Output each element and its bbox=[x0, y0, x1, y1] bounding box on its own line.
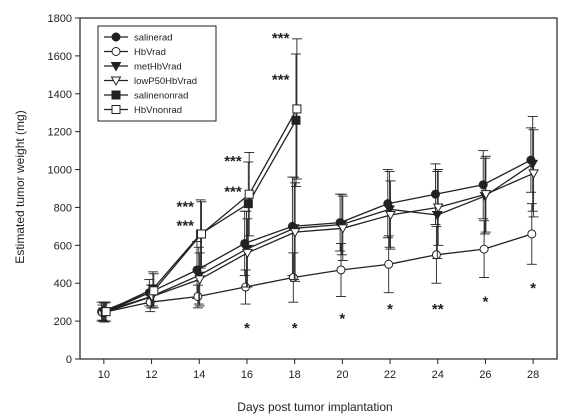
y-tick-label: 1800 bbox=[48, 13, 72, 25]
significance-marker: * bbox=[244, 320, 250, 337]
x-axis: 10 12 14 16 18 20 22 24 26 28 bbox=[98, 359, 539, 381]
data-point bbox=[527, 159, 539, 170]
significance-marker: *** bbox=[224, 183, 242, 200]
legend-marker bbox=[111, 32, 121, 42]
data-point bbox=[197, 229, 206, 239]
x-axis-label: Days post tumor implantation bbox=[237, 400, 392, 414]
y-tick-label: 400 bbox=[54, 278, 72, 290]
significance-annotations: ******************* *** ** ** bbox=[176, 30, 536, 337]
data-point bbox=[194, 275, 206, 285]
y-tick-label: 600 bbox=[54, 240, 72, 252]
data-point bbox=[193, 291, 203, 301]
significance-marker: * bbox=[292, 320, 298, 337]
y-tick-label: 1000 bbox=[48, 165, 72, 177]
series-layer bbox=[96, 38, 539, 323]
legend-entry: salinenonrad bbox=[104, 90, 188, 102]
legend-label: HbVrad bbox=[134, 47, 166, 58]
data-point bbox=[101, 307, 111, 317]
series-line bbox=[103, 163, 534, 313]
data-point bbox=[528, 169, 539, 179]
x-tick-label: 20 bbox=[336, 369, 348, 381]
legend-marker bbox=[111, 90, 121, 100]
data-point bbox=[384, 259, 394, 269]
significance-marker: *** bbox=[176, 217, 194, 234]
data-point bbox=[431, 211, 443, 221]
y-axis-label: Estimated tumor weight (mg) bbox=[13, 110, 27, 263]
legend: salinerad HbVrad metHbVrad lowP50HbVrad sali… bbox=[97, 25, 217, 122]
series-HbVnonrad bbox=[101, 38, 302, 322]
significance-marker: ** bbox=[432, 301, 444, 318]
data-point bbox=[292, 104, 302, 114]
series-metHbVrad bbox=[98, 116, 539, 322]
significance-marker: * bbox=[483, 293, 489, 310]
significance-marker: *** bbox=[176, 199, 194, 216]
y-tick-label: 0 bbox=[66, 354, 72, 366]
y-axis: 0 200 400 600 800 1000 1200 1400 1600 1800 bbox=[48, 13, 80, 366]
y-tick-label: 1200 bbox=[48, 127, 72, 139]
legend-marker bbox=[111, 105, 121, 114]
data-point bbox=[289, 228, 301, 238]
x-tick-label: 24 bbox=[432, 369, 444, 381]
significance-marker: * bbox=[339, 310, 345, 327]
series-line bbox=[102, 233, 532, 314]
plot-border bbox=[79, 17, 558, 360]
data-point bbox=[480, 190, 492, 200]
series-line bbox=[104, 172, 534, 314]
legend-label: HbVnonrad bbox=[134, 105, 182, 116]
data-point bbox=[337, 224, 349, 234]
data-point bbox=[431, 250, 441, 260]
significance-marker: * bbox=[387, 301, 393, 318]
legend-entry: HbVnonrad bbox=[104, 105, 182, 116]
data-point bbox=[244, 189, 254, 199]
x-tick-label: 22 bbox=[384, 369, 396, 381]
x-tick-label: 10 bbox=[98, 369, 110, 381]
legend-entry: HbVrad bbox=[104, 47, 166, 58]
series-line bbox=[101, 159, 532, 313]
data-point bbox=[527, 229, 537, 239]
legend-marker bbox=[111, 47, 121, 56]
series-HbVrad bbox=[97, 203, 537, 321]
data-point bbox=[243, 199, 253, 209]
legend-entry: salinerad bbox=[104, 32, 173, 44]
x-tick-label: 14 bbox=[193, 369, 205, 381]
x-tick-label: 18 bbox=[289, 369, 301, 381]
x-tick-label: 12 bbox=[145, 369, 157, 381]
y-tick-label: 1400 bbox=[48, 89, 72, 101]
plot-frame bbox=[79, 17, 558, 360]
legend-label: lowP50HbVrad bbox=[134, 76, 197, 87]
x-tick-label: 26 bbox=[479, 369, 491, 381]
legend-label: salinerad bbox=[134, 33, 173, 44]
series-lowP50HbVrad bbox=[98, 129, 539, 323]
legend-label: salinenonrad bbox=[134, 91, 188, 102]
legend-entry: lowP50HbVrad bbox=[104, 76, 197, 87]
data-point bbox=[288, 273, 298, 283]
significance-marker: *** bbox=[272, 72, 290, 89]
legend-label: metHbVrad bbox=[134, 62, 182, 73]
y-tick-label: 800 bbox=[54, 202, 72, 214]
data-point bbox=[291, 115, 301, 125]
significance-marker: *** bbox=[224, 153, 242, 170]
y-tick-label: 200 bbox=[54, 316, 72, 328]
data-point bbox=[385, 211, 396, 221]
legend-marker bbox=[110, 62, 122, 72]
x-tick-label: 16 bbox=[241, 369, 253, 381]
data-point bbox=[336, 265, 346, 275]
data-point bbox=[432, 203, 444, 213]
significance-marker: *** bbox=[272, 30, 290, 47]
data-point bbox=[149, 286, 159, 296]
significance-marker: * bbox=[530, 280, 536, 297]
y-tick-label: 1600 bbox=[48, 51, 72, 63]
x-tick-label: 28 bbox=[527, 369, 539, 381]
data-point bbox=[479, 244, 489, 254]
legend-marker bbox=[110, 76, 122, 87]
data-point bbox=[242, 248, 253, 259]
data-point bbox=[384, 205, 395, 215]
legend-entry: metHbVrad bbox=[104, 62, 182, 73]
